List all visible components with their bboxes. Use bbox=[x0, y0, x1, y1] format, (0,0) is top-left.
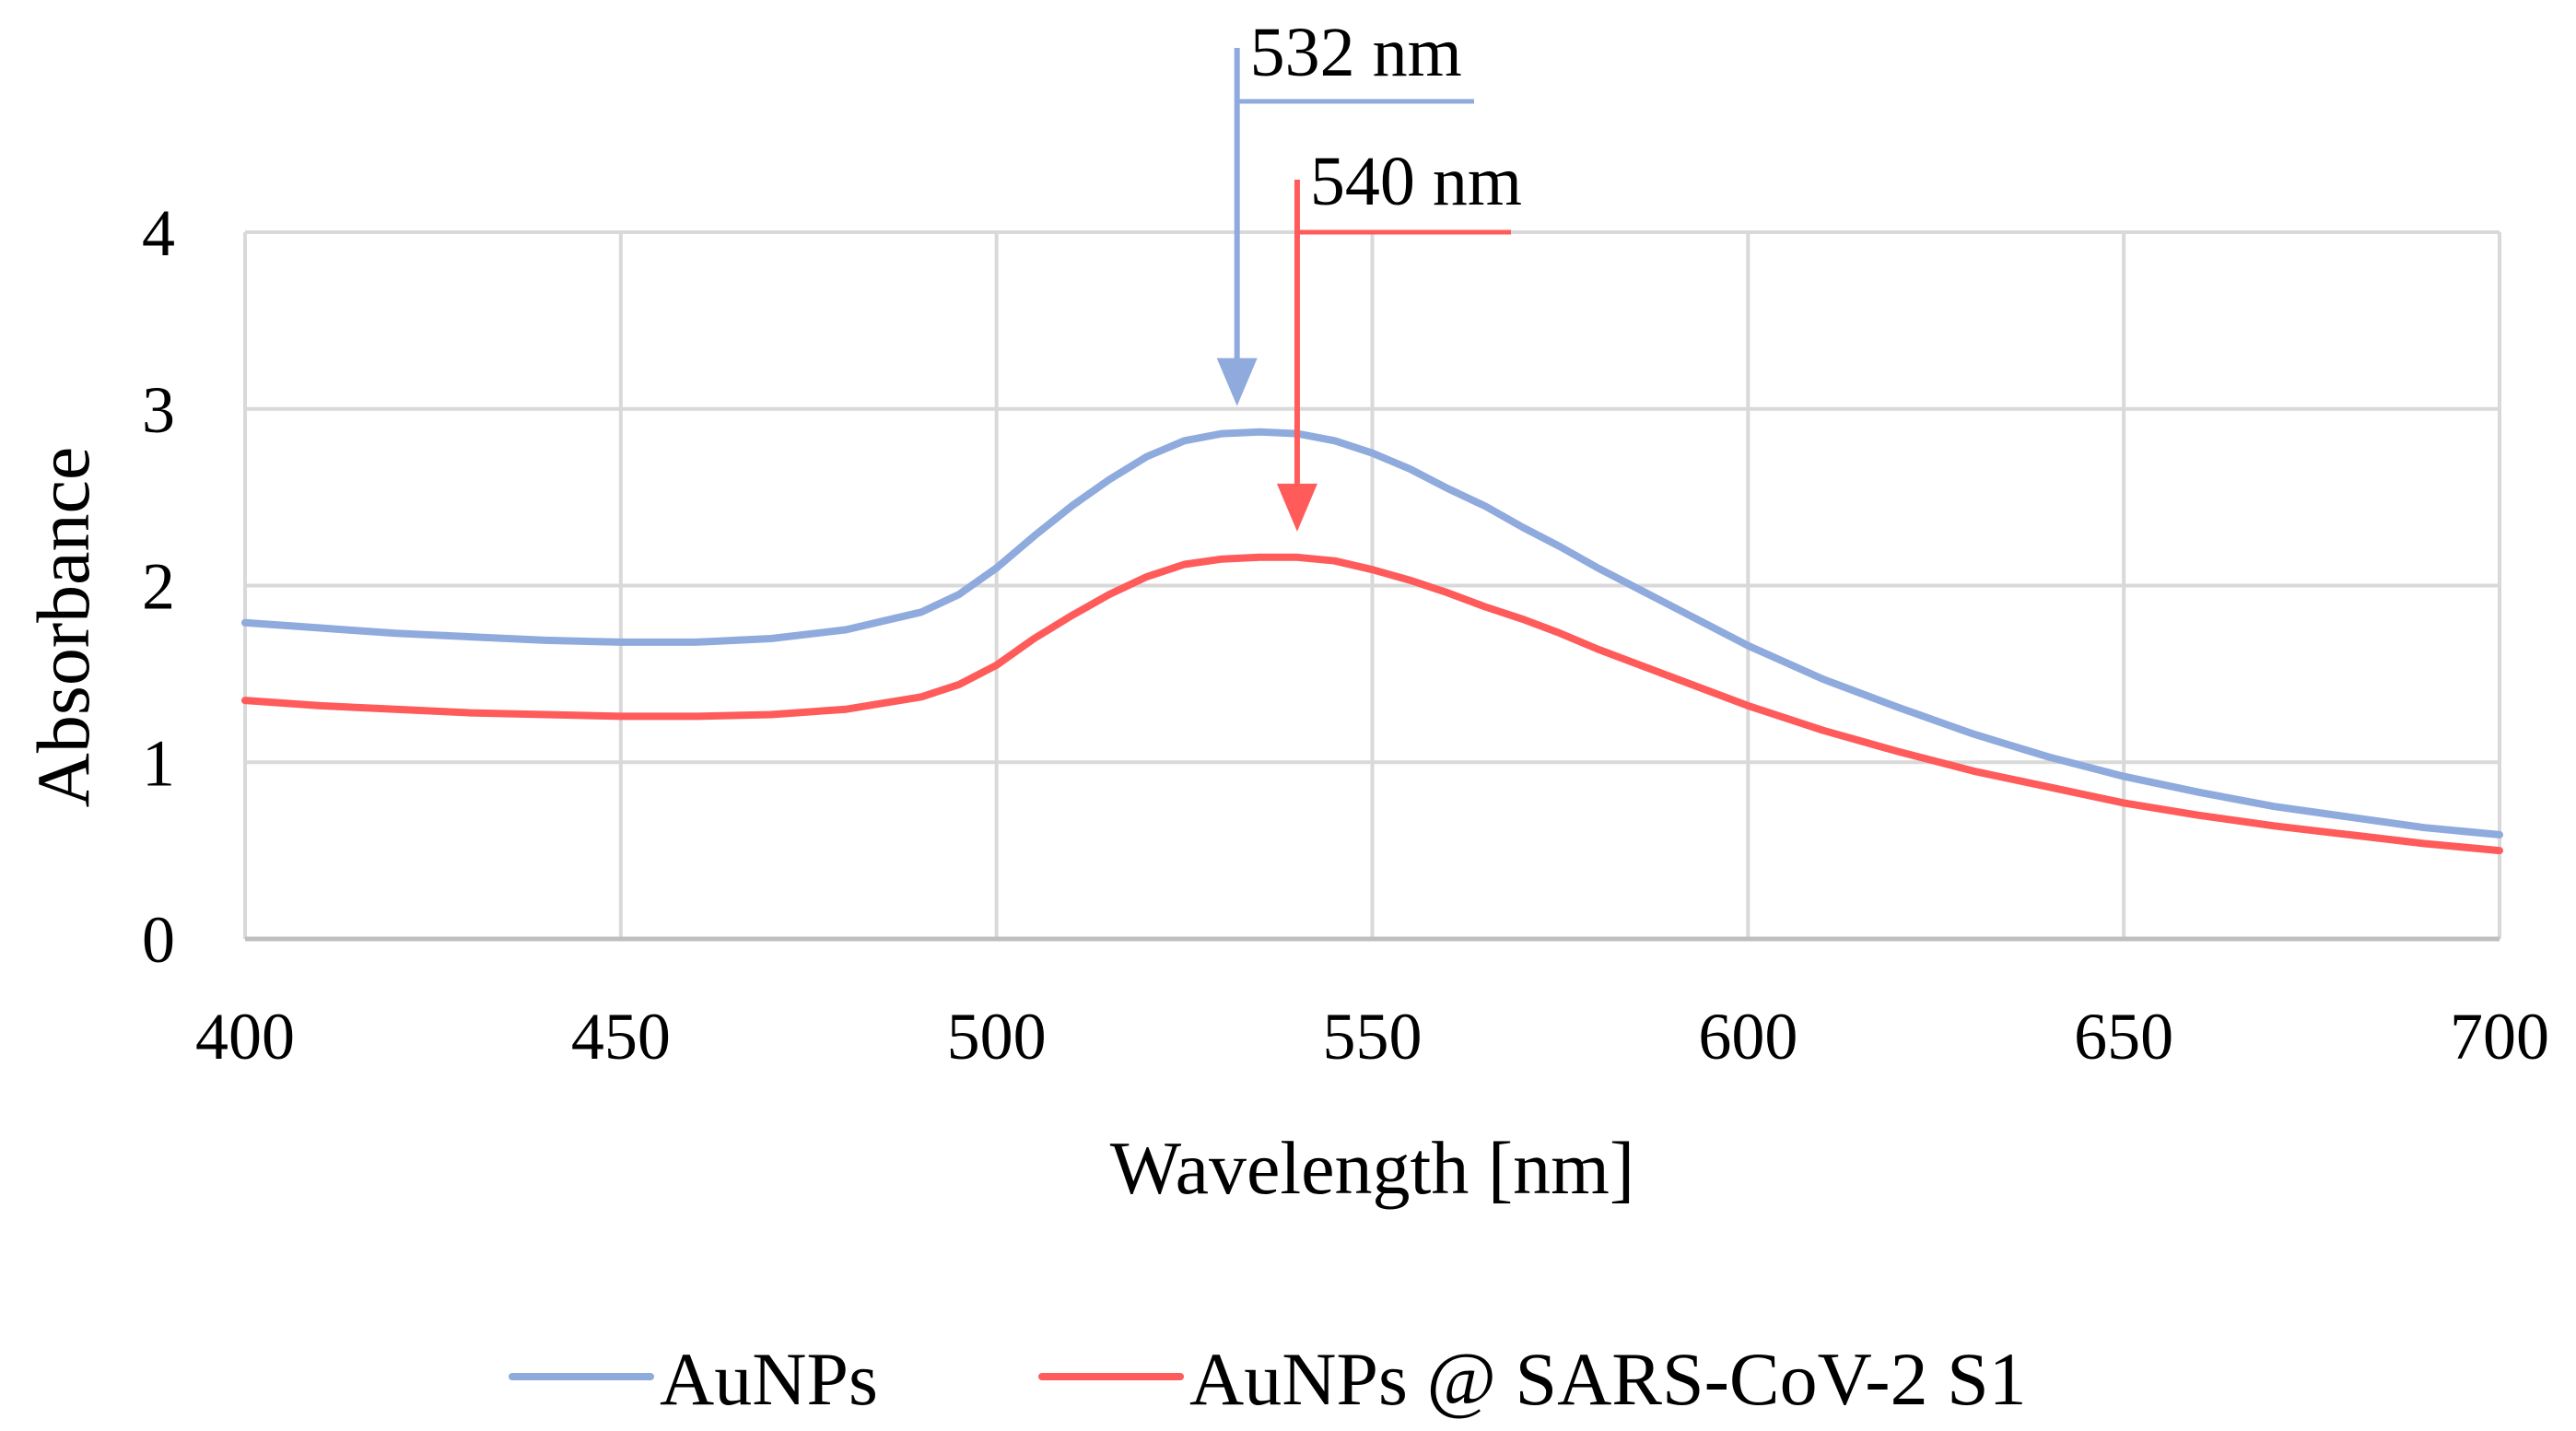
annotation-label: 540 nm bbox=[1310, 143, 1522, 220]
y-tick-label: 4 bbox=[142, 196, 175, 270]
x-tick-label: 650 bbox=[2074, 1000, 2173, 1073]
annotation-arrow-head bbox=[1276, 483, 1317, 532]
x-tick-label: 500 bbox=[947, 1000, 1047, 1073]
annotation-label: 532 nm bbox=[1250, 14, 1462, 91]
y-tick-label: 1 bbox=[142, 726, 175, 800]
y-tick-label: 0 bbox=[142, 903, 175, 977]
annotations: 532 nm 540 nm bbox=[1216, 14, 1522, 532]
series-line-1 bbox=[241, 553, 2503, 855]
x-tick-label: 550 bbox=[1323, 1000, 1423, 1073]
legend-label: AuNPs @ SARS-CoV-2 S1 bbox=[1189, 1337, 2027, 1421]
x-tick-label: 400 bbox=[195, 1000, 295, 1073]
y-axis-title: Absorbance bbox=[21, 447, 105, 808]
tick-labels: 400 450 500 550 600 650 700 0 1 2 3 4 bbox=[142, 196, 2549, 1073]
legend: AuNPs AuNPs @ SARS-CoV-2 S1 bbox=[509, 1337, 2027, 1421]
y-tick-label: 3 bbox=[142, 373, 175, 447]
legend-label: AuNPs bbox=[660, 1337, 878, 1421]
x-tick-label: 600 bbox=[1698, 1000, 1797, 1073]
y-tick-label: 2 bbox=[142, 550, 175, 624]
annotation-arrow-head bbox=[1216, 358, 1258, 406]
x-tick-label: 700 bbox=[2450, 1000, 2549, 1073]
x-tick-label: 450 bbox=[571, 1000, 671, 1073]
grid bbox=[243, 230, 2501, 941]
x-axis-title: Wavelength [nm] bbox=[1110, 1126, 1634, 1210]
